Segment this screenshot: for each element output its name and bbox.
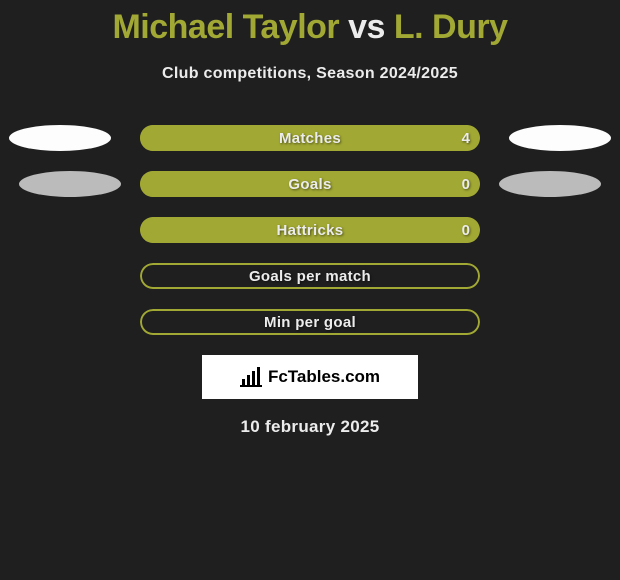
player-ellipse-icon bbox=[19, 171, 121, 197]
bar-wrap: Goals bbox=[140, 171, 480, 197]
bar-fill-left bbox=[140, 217, 310, 243]
chart-icon bbox=[240, 367, 262, 387]
vs-separator: vs bbox=[348, 8, 385, 46]
bar-fill-right bbox=[310, 217, 480, 243]
stat-value-right: 4 bbox=[462, 125, 470, 151]
subtitle: Club competitions, Season 2024/2025 bbox=[0, 65, 620, 83]
comparison-title: Michael Taylor vs L. Dury bbox=[0, 0, 620, 47]
stat-label: Goals per match bbox=[140, 263, 480, 289]
bar-border bbox=[140, 309, 480, 335]
stat-row: Hattricks0 bbox=[0, 217, 620, 243]
player-ellipse-icon bbox=[499, 171, 601, 197]
bar-fill-right bbox=[140, 171, 480, 197]
date: 10 february 2025 bbox=[0, 417, 620, 437]
bar-wrap: Min per goal bbox=[140, 309, 480, 335]
bar-wrap: Goals per match bbox=[140, 263, 480, 289]
player-ellipse-icon bbox=[509, 125, 611, 151]
bar-border bbox=[140, 263, 480, 289]
brand-badge: FcTables.com bbox=[202, 355, 418, 399]
bar-wrap: Hattricks bbox=[140, 217, 480, 243]
stat-row: Min per goal bbox=[0, 309, 620, 335]
brand-text: FcTables.com bbox=[268, 367, 380, 387]
bar-wrap: Matches bbox=[140, 125, 480, 151]
player1-name: Michael Taylor bbox=[112, 8, 339, 46]
stat-row: Goals per match bbox=[0, 263, 620, 289]
stat-label: Min per goal bbox=[140, 309, 480, 335]
stat-value-right: 0 bbox=[462, 217, 470, 243]
bar-fill-right bbox=[140, 125, 480, 151]
player-ellipse-icon bbox=[9, 125, 111, 151]
stats-container: Matches4Goals0Hattricks0Goals per matchM… bbox=[0, 125, 620, 335]
player2-name: L. Dury bbox=[394, 8, 508, 46]
stat-value-right: 0 bbox=[462, 171, 470, 197]
